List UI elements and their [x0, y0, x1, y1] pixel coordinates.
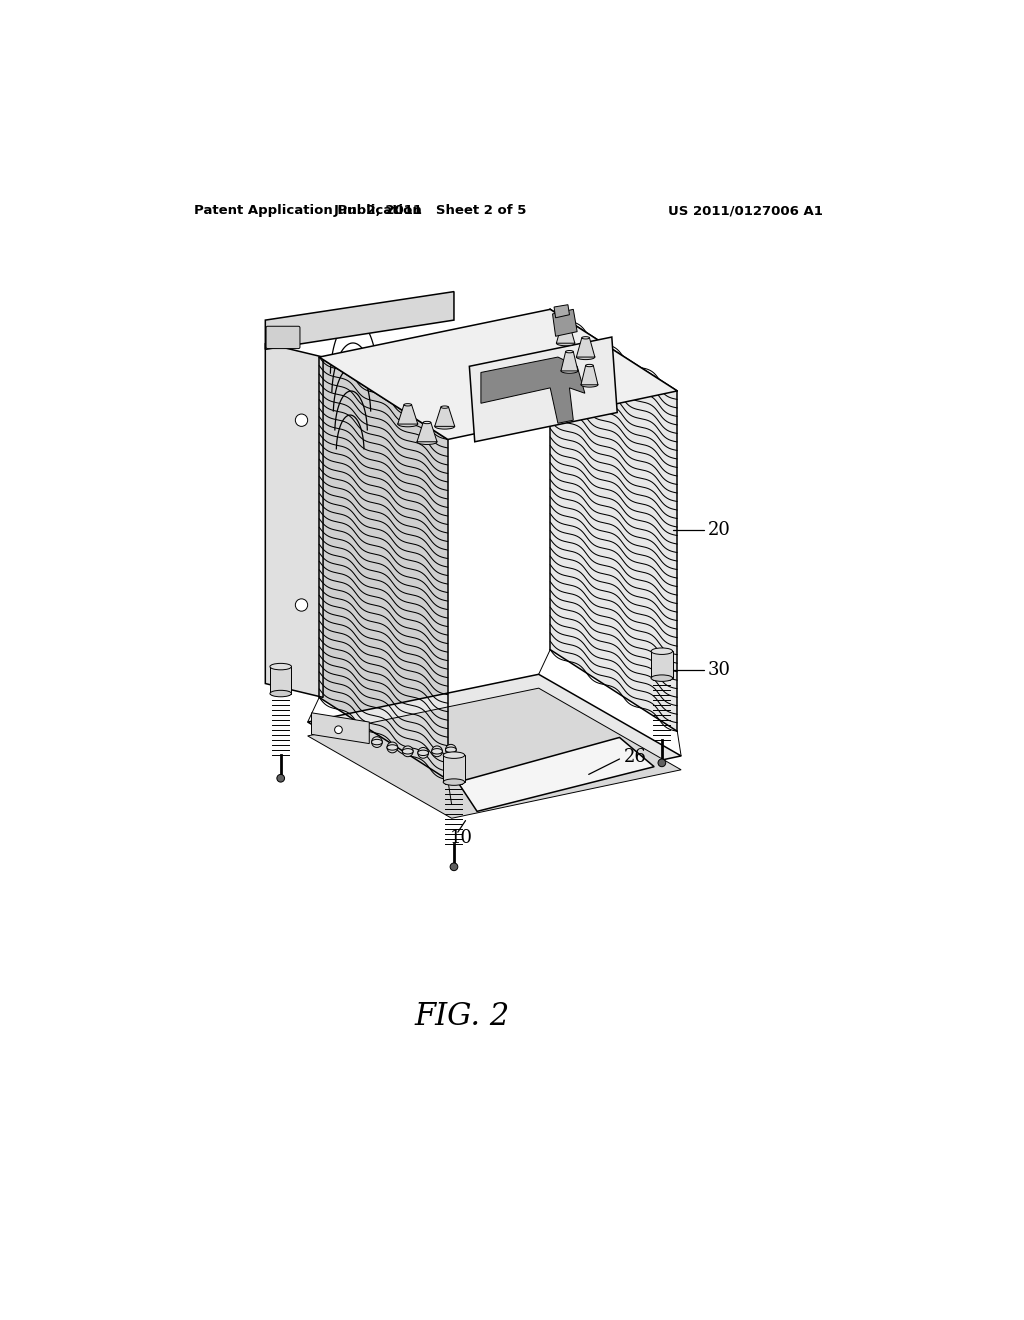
Ellipse shape: [565, 351, 573, 352]
Text: FIG. 2: FIG. 2: [414, 1002, 509, 1032]
Circle shape: [295, 599, 307, 611]
Polygon shape: [307, 675, 681, 804]
Circle shape: [445, 744, 457, 755]
Text: US 2011/0127006 A1: US 2011/0127006 A1: [668, 205, 823, 218]
Circle shape: [658, 759, 666, 767]
Ellipse shape: [586, 364, 593, 367]
Circle shape: [276, 775, 285, 781]
Polygon shape: [458, 738, 654, 812]
Ellipse shape: [270, 690, 292, 697]
Circle shape: [335, 726, 342, 734]
Circle shape: [295, 414, 307, 426]
Polygon shape: [417, 422, 437, 442]
Text: Patent Application Publication: Patent Application Publication: [194, 205, 422, 218]
Text: Jun. 2, 2011   Sheet 2 of 5: Jun. 2, 2011 Sheet 2 of 5: [334, 205, 527, 218]
Polygon shape: [581, 366, 598, 385]
Text: 26: 26: [624, 748, 646, 767]
Polygon shape: [469, 337, 617, 442]
Ellipse shape: [397, 421, 418, 426]
Ellipse shape: [445, 747, 457, 752]
Ellipse shape: [402, 748, 413, 754]
Ellipse shape: [403, 404, 412, 407]
Ellipse shape: [441, 407, 449, 408]
Circle shape: [372, 737, 382, 747]
Ellipse shape: [651, 648, 673, 655]
Ellipse shape: [651, 675, 673, 681]
Polygon shape: [550, 309, 677, 731]
Ellipse shape: [417, 440, 437, 445]
Ellipse shape: [372, 739, 382, 744]
Polygon shape: [319, 358, 447, 780]
Polygon shape: [481, 358, 585, 424]
Polygon shape: [561, 351, 578, 371]
Polygon shape: [265, 343, 323, 697]
Polygon shape: [270, 667, 292, 693]
Polygon shape: [443, 755, 465, 781]
Ellipse shape: [418, 750, 429, 755]
Text: 20: 20: [708, 520, 731, 539]
Ellipse shape: [423, 421, 431, 424]
Ellipse shape: [562, 323, 569, 325]
Text: 10: 10: [451, 829, 473, 847]
Polygon shape: [319, 309, 677, 440]
Ellipse shape: [443, 752, 465, 759]
Ellipse shape: [387, 744, 397, 750]
Polygon shape: [577, 338, 595, 358]
Polygon shape: [435, 407, 455, 426]
Ellipse shape: [443, 779, 465, 785]
Text: 30: 30: [708, 661, 731, 680]
Ellipse shape: [561, 368, 578, 374]
Ellipse shape: [432, 748, 442, 754]
Ellipse shape: [582, 337, 590, 339]
Circle shape: [432, 746, 442, 756]
Polygon shape: [311, 713, 370, 743]
Polygon shape: [553, 309, 578, 337]
Polygon shape: [307, 688, 681, 818]
Circle shape: [451, 863, 458, 871]
FancyBboxPatch shape: [266, 326, 300, 348]
Ellipse shape: [577, 355, 595, 359]
Ellipse shape: [581, 383, 598, 387]
Polygon shape: [397, 405, 418, 424]
Circle shape: [418, 747, 429, 758]
Polygon shape: [556, 323, 574, 343]
Circle shape: [402, 746, 413, 756]
Circle shape: [387, 742, 397, 752]
Polygon shape: [651, 651, 673, 678]
Polygon shape: [265, 292, 454, 350]
Ellipse shape: [270, 664, 292, 669]
Polygon shape: [554, 305, 569, 318]
Ellipse shape: [556, 341, 574, 346]
Ellipse shape: [435, 424, 455, 429]
